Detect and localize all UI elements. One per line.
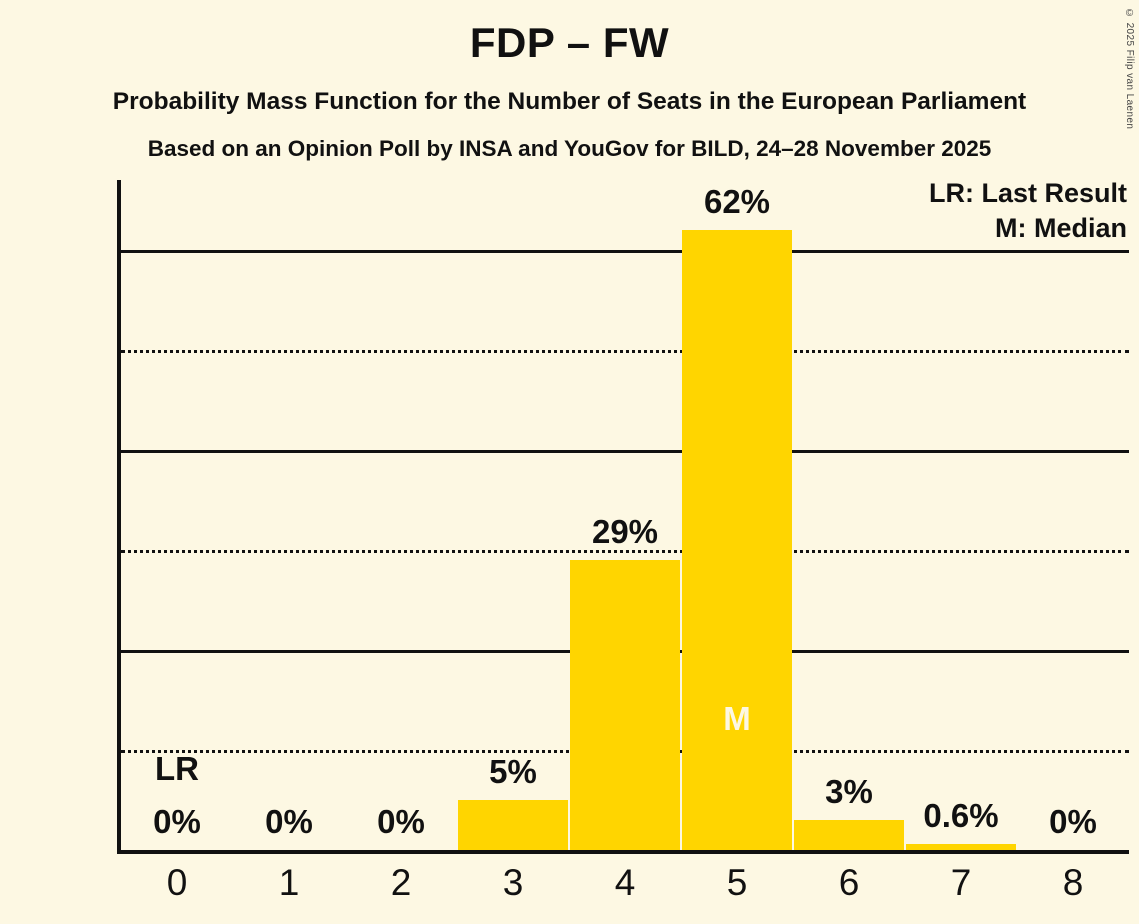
bar-value-label: 0.6% [923, 797, 999, 834]
x-axis-tick-label: 8 [1062, 862, 1084, 903]
bar-group[interactable]: 0% [345, 180, 457, 850]
bar-group[interactable]: 0% [1017, 180, 1129, 850]
page-title: FDP – FW [469, 19, 670, 66]
legend-median: M: Median [995, 213, 1127, 244]
title-block: FDP – FW Probability Mass Function for t… [0, 0, 1139, 160]
plot-area: 20%40%60% 0%LR0%0%5%29%62%M3%0.6%0% 0123… [117, 180, 1129, 903]
gridline-dotted [121, 350, 1129, 353]
bar-value-label: 0% [1049, 803, 1097, 840]
chart-legend: LR: Last Result M: Median [929, 176, 1127, 246]
bar[interactable] [458, 800, 568, 850]
x-axis-tick-label: 2 [390, 862, 412, 903]
x-axis-line [117, 850, 1129, 854]
bar-group[interactable]: 62% M [681, 180, 793, 850]
x-axis-tick-label: 3 [502, 862, 524, 903]
gridline-solid [121, 450, 1129, 453]
bar-value-label: 5% [489, 753, 537, 790]
y-axis-line [117, 180, 121, 854]
x-axis-tick-label: 0 [166, 862, 188, 903]
x-axis-tick-label: 4 [614, 862, 636, 903]
gridline-dotted [121, 550, 1129, 553]
x-axis-tick-label: 5 [726, 862, 748, 903]
x-axis-tick-label: 1 [278, 862, 300, 903]
chart-source: Based on an Opinion Poll by INSA and You… [147, 135, 992, 161]
bar[interactable] [906, 844, 1016, 850]
copyright-notice: © 2025 Filip van Laenen [1124, 8, 1135, 130]
chart-subtitle: Probability Mass Function for the Number… [112, 88, 1027, 115]
bar-group[interactable]: 0% [233, 180, 345, 850]
bar-value-label: 3% [825, 773, 873, 810]
bar[interactable] [794, 820, 904, 850]
bar[interactable] [682, 230, 792, 850]
legend-last-result: LR: Last Result [928, 178, 1127, 208]
last-result-marker: LR [155, 750, 199, 787]
median-marker: M [723, 700, 751, 737]
bar-group[interactable]: 5% [457, 180, 569, 850]
bar-value-label: 0% [153, 803, 201, 840]
bar-group[interactable]: 0.6% [905, 180, 1017, 850]
bar-group[interactable]: 29% [569, 180, 681, 850]
bar-value-label: 0% [265, 803, 313, 840]
gridline-solid [121, 250, 1129, 253]
bar-group[interactable]: 0% LR [121, 180, 233, 850]
bar-series: 0% LR 0% 0% 5% 29% 62% M 3% 0.6% 0% [121, 180, 1129, 850]
bar-value-label: 62% [703, 183, 771, 220]
x-axis-tick-label: 6 [838, 862, 860, 903]
bar-value-label: 29% [591, 513, 659, 550]
bar-value-label: 0% [377, 803, 425, 840]
bar[interactable] [570, 560, 680, 850]
bar-group[interactable]: 3% [793, 180, 905, 850]
x-axis-tick-label: 7 [950, 862, 972, 903]
